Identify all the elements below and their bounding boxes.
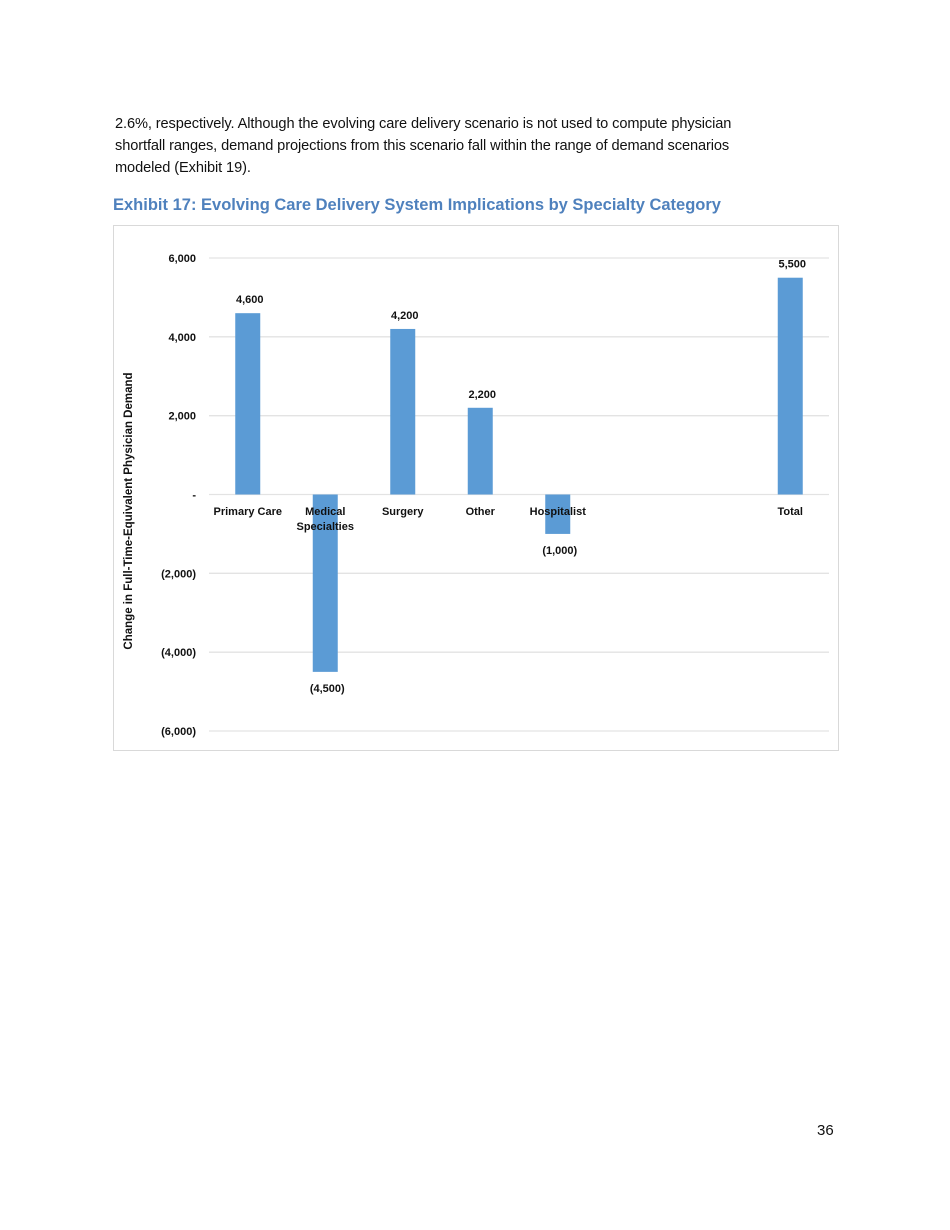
data-label: (1,000) xyxy=(542,545,577,557)
category-label: Total xyxy=(778,506,803,518)
paragraph-line: modeled (Exhibit 19). xyxy=(115,160,251,176)
bar xyxy=(545,494,571,534)
y-tick-label: 2,000 xyxy=(168,411,196,423)
y-tick-label: 4,000 xyxy=(168,332,196,344)
y-tick-label: - xyxy=(192,490,196,502)
category-label: Medical xyxy=(305,506,345,518)
bar xyxy=(235,313,261,495)
y-tick-label: (6,000) xyxy=(161,726,196,738)
category-label: Primary Care xyxy=(214,506,283,518)
page-number: 36 xyxy=(817,1122,834,1139)
bar-chart: 6,000 4,000 2,000 - (2,000) (4,000) (6,000) Cha… xyxy=(123,253,829,738)
category-label: Hospitalist xyxy=(530,506,587,518)
data-label: 4,200 xyxy=(391,310,419,322)
category-label: Surgery xyxy=(382,506,424,518)
bar xyxy=(467,407,493,495)
data-label: 2,200 xyxy=(468,389,496,401)
paragraph-line: 2.6%, respectively. Although the evolvin… xyxy=(115,116,732,132)
bar xyxy=(312,494,338,672)
body-paragraph: 2.6%, respectively. Although the evolvin… xyxy=(115,113,840,179)
data-label: 4,600 xyxy=(236,294,264,306)
y-tick-label: (4,000) xyxy=(161,647,196,659)
paragraph-line: shortfall ranges, demand projections fro… xyxy=(115,138,730,154)
y-axis-title: Change in Full-Time-Equivalent Physician… xyxy=(123,372,135,649)
data-label: 5,500 xyxy=(778,259,806,271)
chart-container: 6,000 4,000 2,000 - (2,000) (4,000) (6,000) Cha… xyxy=(113,225,839,751)
category-label: Other xyxy=(466,506,496,518)
y-tick-label: (2,000) xyxy=(161,568,196,580)
bar xyxy=(777,277,803,495)
bar xyxy=(390,328,416,495)
category-label: Specialties xyxy=(297,521,354,533)
y-tick-label: 6,000 xyxy=(168,253,196,265)
data-label: (4,500) xyxy=(310,683,345,695)
exhibit-title: Exhibit 17: Evolving Care Delivery Syste… xyxy=(113,196,721,214)
